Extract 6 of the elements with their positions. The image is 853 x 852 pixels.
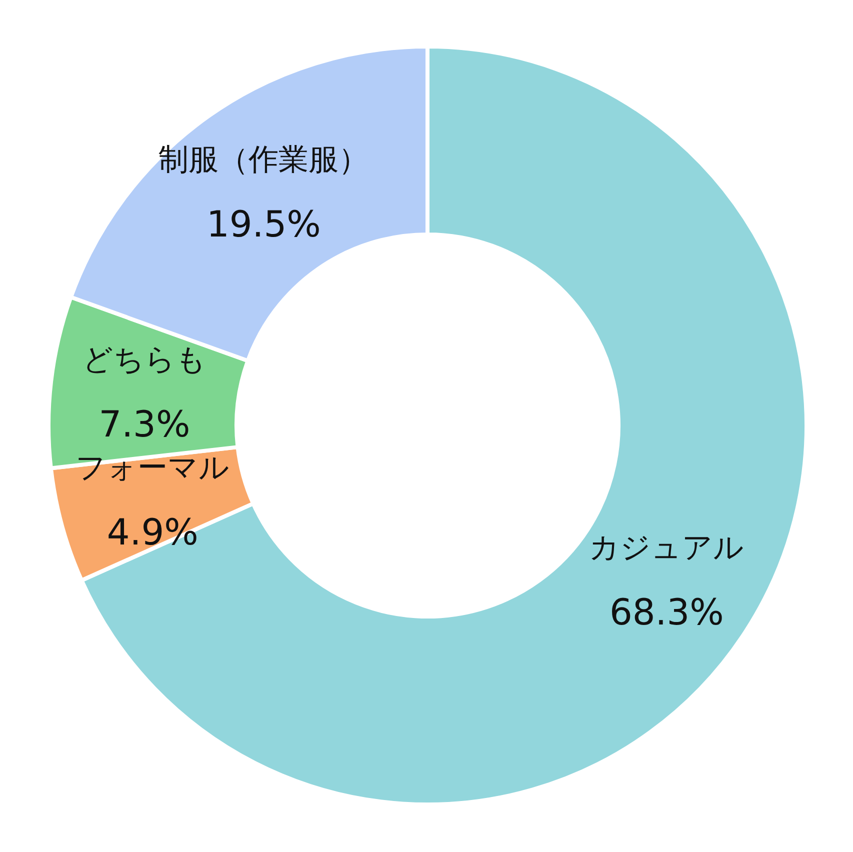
slice-label: どちらも	[82, 342, 206, 378]
data-label: 19.5%	[206, 204, 321, 246]
data-label: 7.3%	[98, 404, 190, 446]
data-label: 68.3%	[610, 592, 724, 634]
slice-label: 制服（作業服）	[158, 142, 369, 178]
slice-label: カジュアル	[589, 530, 744, 566]
